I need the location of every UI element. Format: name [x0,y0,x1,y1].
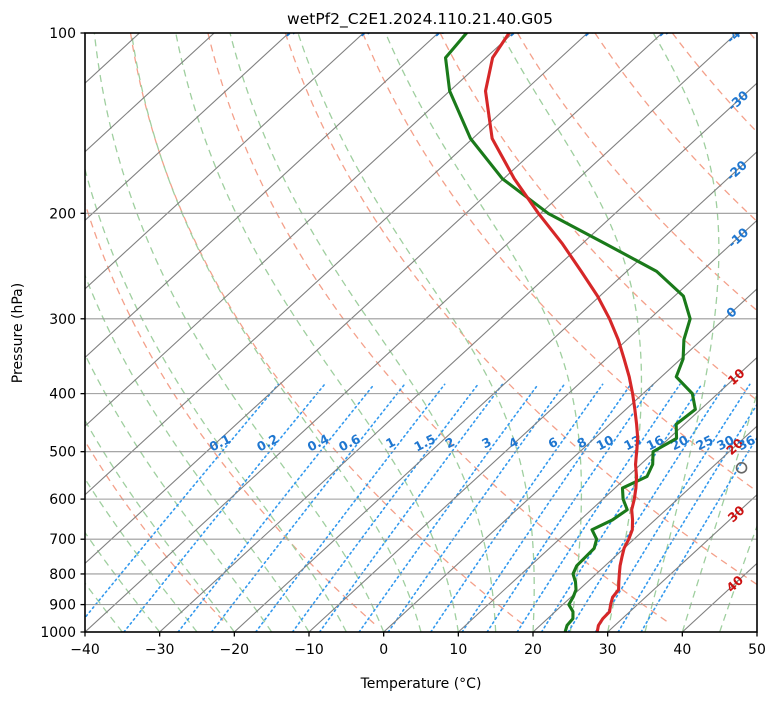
x-axis-tick-label: 10 [449,642,467,658]
x-axis-label: Temperature (°C) [360,676,482,692]
y-axis-tick-label: 1000 [40,625,76,641]
plot-markers [735,462,748,474]
x-axis-tick-label: −10 [294,642,324,658]
x-axis-tick-label: −30 [145,642,175,658]
mixing-ratio-label: 25 [693,432,715,453]
lcl-marker [735,462,748,474]
temperature-profile [483,33,640,632]
x-axis-tick-label: 30 [599,642,617,658]
x-axis-tick-label: −40 [70,642,100,658]
isotherm-label: -80 [430,15,457,42]
isotherm-label: -60 [579,15,606,42]
y-axis-tick-label: 900 [49,598,76,614]
mixing-ratio-label: 10 [594,432,617,453]
x-axis-tick-label: 20 [524,642,542,658]
dewpoint-profile [443,33,697,632]
y-axis-tick-label: 600 [49,492,76,508]
mixing-ratio-label: 30 [714,432,737,453]
plot-border [84,32,758,633]
plot-area-background [85,33,757,632]
mixing-ratio-label: 36 [735,432,758,453]
x-axis-tick-label: 0 [379,642,388,658]
pressure-gridlines [85,33,757,632]
isotherm-label: -90 [355,15,382,42]
y-axis-tick-label: 300 [49,312,76,328]
isotherm-label: -70 [505,15,532,42]
y-axis-ticks: 100 200 300 400 500 600 700 800 900 1000 [40,26,85,641]
x-axis-tick-label: −20 [220,642,250,658]
plot-content: -100-90-80-70-60-50-40-30-20-10010203040… [85,15,758,632]
x-axis-tick-label: 40 [673,642,691,658]
y-axis-tick-label: 200 [49,206,76,222]
y-axis-label: Pressure (hPa) [10,283,26,383]
isotherm-lines [85,33,757,632]
mixing-ratio-label: 20 [668,432,691,453]
x-axis-ticks: −40 −30 −20 −10 0 10 20 30 40 50 [70,632,766,658]
y-axis-tick-label: 400 [49,387,76,403]
isotherm-label: -50 [654,15,681,42]
y-axis-tick-label: 800 [49,567,76,583]
page-title: wetPf2_C2E1.2024.110.21.40.G05 [287,10,553,29]
y-axis-tick-label: 500 [49,445,76,461]
y-axis-tick-label: 700 [49,532,76,548]
x-axis-tick-label: 50 [748,642,766,658]
y-axis-tick-label: 100 [49,26,76,42]
